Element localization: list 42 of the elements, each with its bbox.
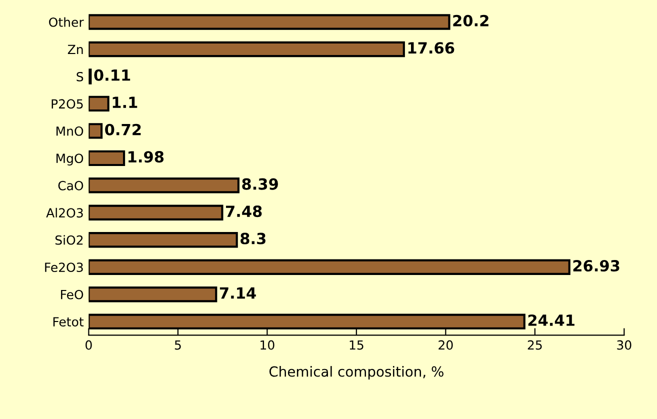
x-tick-label: 30 bbox=[617, 340, 632, 350]
x-tick-label: 10 bbox=[260, 340, 274, 350]
y-tick-label: Other bbox=[49, 17, 84, 27]
x-tick-label: 5 bbox=[174, 340, 181, 350]
bar bbox=[88, 204, 224, 220]
data-label: 7.48 bbox=[226, 206, 262, 218]
data-label: 7.14 bbox=[220, 287, 256, 299]
y-tick-label: P2O5 bbox=[52, 99, 83, 109]
bar bbox=[88, 96, 110, 112]
data-label: 1.98 bbox=[128, 151, 164, 163]
y-tick-label: MnO bbox=[56, 126, 84, 136]
data-label: 20.2 bbox=[453, 14, 488, 26]
bar bbox=[88, 150, 126, 166]
y-tick-label: SiO2 bbox=[55, 235, 83, 245]
bar bbox=[88, 14, 450, 30]
bar bbox=[88, 41, 405, 58]
x-axis-title: Chemical composition, % bbox=[269, 366, 444, 380]
data-label: 8.3 bbox=[240, 232, 266, 244]
data-label: 17.66 bbox=[408, 42, 454, 54]
bar bbox=[88, 123, 103, 139]
data-label: 24.41 bbox=[528, 314, 574, 326]
y-tick-label: MgO bbox=[56, 154, 84, 166]
data-label: 26.93 bbox=[573, 260, 620, 272]
bar bbox=[88, 286, 218, 302]
x-tick-label: 0 bbox=[86, 340, 92, 350]
y-tick-label: Zn bbox=[68, 44, 83, 54]
y-tick-label: CaO bbox=[58, 180, 84, 190]
x-tick-label: 15 bbox=[350, 340, 364, 350]
y-tick-label: S bbox=[76, 72, 84, 82]
data-label: 0.72 bbox=[105, 124, 141, 136]
data-label: 1.1 bbox=[112, 96, 138, 108]
bar bbox=[88, 259, 570, 275]
y-tick-label: Al2O3 bbox=[46, 208, 83, 218]
y-tick-label: FeO bbox=[61, 290, 84, 300]
bar bbox=[88, 178, 240, 194]
y-tick-label: Fetot bbox=[53, 317, 84, 327]
data-label: 8.39 bbox=[242, 178, 278, 190]
y-tick-label: Fe2O3 bbox=[45, 262, 83, 272]
x-tick-label: 25 bbox=[528, 340, 542, 350]
data-label: 0.11 bbox=[94, 69, 130, 81]
bar bbox=[88, 232, 238, 248]
x-tick-label: 20 bbox=[438, 340, 453, 350]
